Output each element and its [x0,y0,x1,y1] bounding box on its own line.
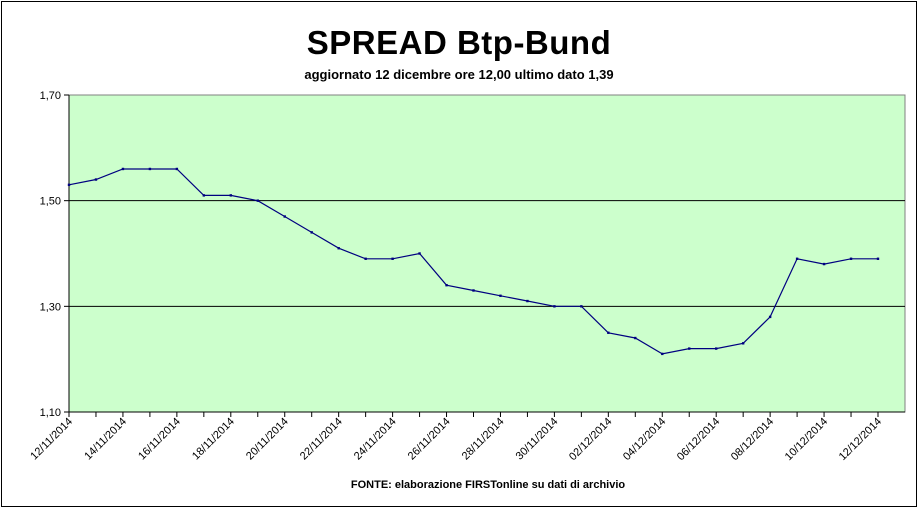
data-point [661,352,664,356]
x-tick-label: 04/12/2014 [621,416,668,463]
data-point [741,342,745,345]
data-point [364,257,367,260]
data-point [148,167,152,171]
data-point [715,347,718,350]
x-tick-label: 20/11/2014 [244,416,291,463]
plot-area [68,94,906,413]
data-point [337,247,340,250]
x-tick-label: 22/11/2014 [298,416,345,463]
data-point [121,167,125,171]
data-point [849,257,853,260]
data-point [202,194,206,197]
data-point [94,178,98,181]
x-tick-label: 02/12/2014 [567,416,614,463]
x-tick-label: 24/11/2014 [352,416,399,463]
data-point [418,252,421,255]
data-point [876,257,880,260]
data-point [499,294,502,297]
data-point [607,331,610,334]
data-point [229,194,232,197]
x-tick-label: 18/11/2014 [190,416,237,463]
x-tick-label: 10/12/2014 [783,416,830,463]
x-tick-label: 28/11/2014 [460,416,507,463]
chart-source-note: FONTE: elaborazione FIRSTonline su dati … [350,479,626,491]
y-tick-label: 1,50 [40,196,61,208]
data-point [634,336,637,340]
data-point [580,305,583,308]
data-point [822,262,826,266]
data-point [526,299,529,303]
chart-title: SPREAD Btp-Bund [306,24,612,61]
data-point [445,284,448,287]
x-tick-label: 12/11/2014 [28,416,75,463]
data-point [768,315,772,319]
x-tick-label: 14/11/2014 [82,416,129,463]
data-point [67,183,71,187]
data-point [256,199,259,202]
x-tick-label: 16/11/2014 [136,416,183,463]
data-point [175,167,179,171]
x-tick-label: 26/11/2014 [406,416,453,463]
data-point [310,231,313,234]
x-tick-label: 08/12/2014 [729,416,776,463]
data-point [283,215,286,218]
data-point [553,305,556,308]
data-point [795,257,799,260]
x-tick-label: 30/11/2014 [514,416,561,463]
x-tick-label: 06/12/2014 [675,416,722,463]
y-tick-label: 1,10 [40,407,61,419]
data-point [391,257,394,260]
chart-subtitle: aggiornato 12 dicembre ore 12,00 ultimo … [304,67,614,82]
y-tick-label: 1,30 [40,301,61,313]
data-point [688,347,691,350]
x-tick-label: 12/12/2014 [837,416,884,463]
y-tick-label: 1,70 [40,90,61,102]
data-point [472,289,475,292]
